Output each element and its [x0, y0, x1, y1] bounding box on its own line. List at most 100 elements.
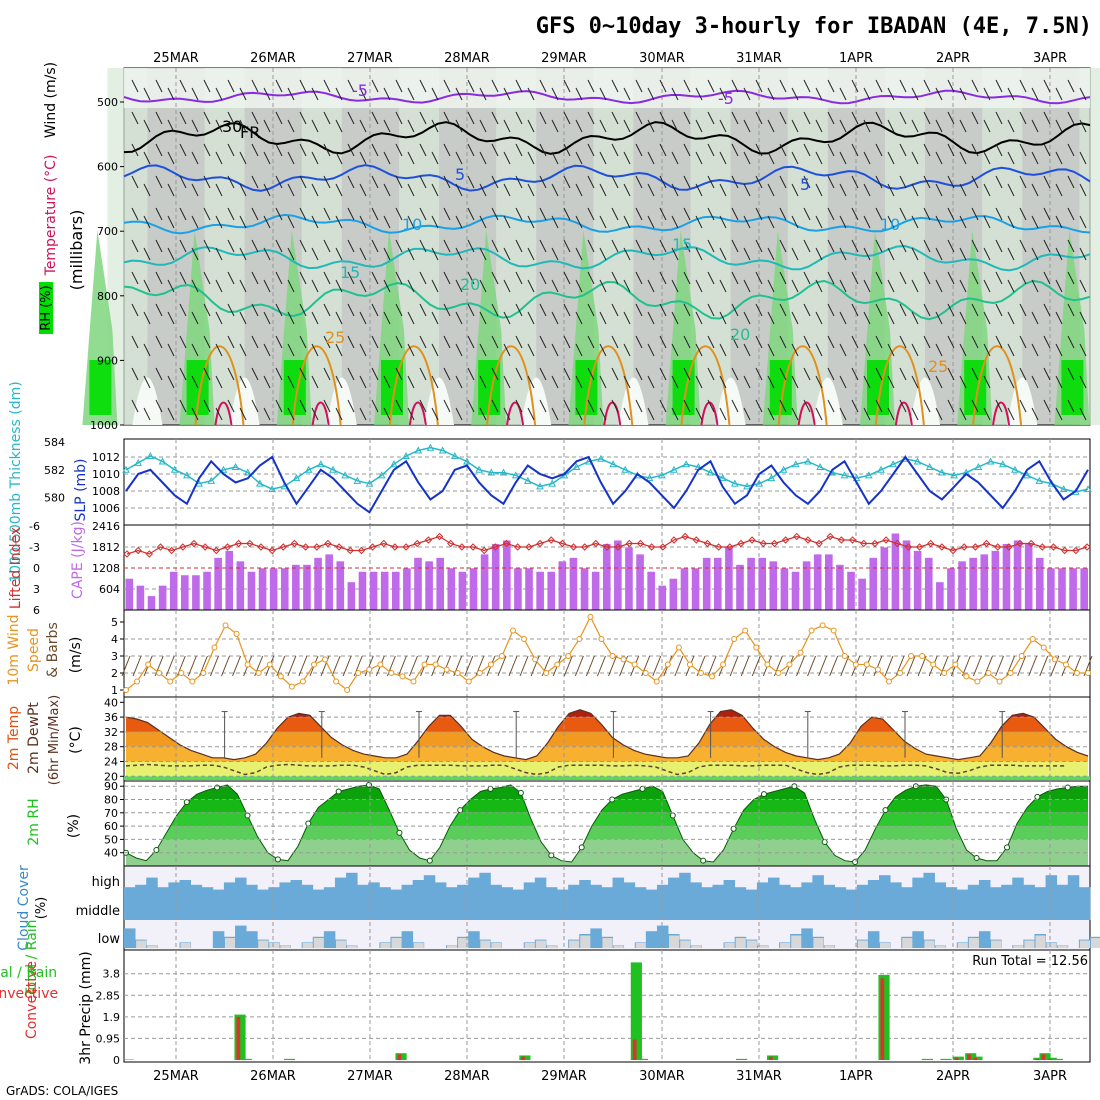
wind-barb [815, 311, 823, 325]
precip-total-bar [1051, 1058, 1063, 1060]
rh2m-point [760, 791, 767, 798]
wind-barb [275, 367, 283, 381]
li-point [636, 539, 645, 548]
wind-barb [311, 119, 319, 133]
wind-barb [887, 183, 895, 197]
wind-barb [491, 335, 499, 349]
wind-barb [887, 215, 895, 229]
wind-barb [131, 335, 139, 349]
thickness-tick-label: 584 [44, 436, 65, 449]
wind-barb [755, 335, 763, 349]
cloud-low-gray [546, 945, 558, 948]
wind-barb [731, 111, 739, 125]
rh2m-point [548, 852, 555, 859]
wind-speed-point [863, 661, 870, 668]
wind-barb [791, 407, 799, 421]
wind-speed-point [388, 670, 395, 676]
slp-axis-label: SLP (mb) [73, 458, 89, 521]
cape-bar [480, 554, 489, 610]
rh2m-point [153, 847, 160, 854]
wind-barb [623, 343, 631, 357]
isotherm-25-arch [291, 345, 342, 426]
cloud-bar-middle [257, 892, 269, 920]
li-point [201, 543, 209, 551]
wind-barb [335, 87, 343, 101]
cloud-bar-high [734, 887, 747, 892]
wind-barb [467, 399, 475, 413]
li-point [714, 543, 723, 551]
wind-barb-10m [751, 655, 761, 677]
wind-barb [311, 375, 319, 389]
li-point [402, 543, 410, 551]
cloud-bar-middle [523, 892, 536, 920]
wind-barb [599, 279, 607, 293]
wind-barb [191, 279, 199, 293]
cloud-bar-high [779, 884, 791, 892]
cloud-bar-high [135, 884, 147, 892]
wind-speed-point [487, 661, 494, 668]
cape-axis-label: CAPE (J/kg) [70, 521, 86, 599]
cloud-bar-middle [568, 892, 580, 920]
wind-barb [203, 239, 211, 253]
thickness-point [621, 465, 630, 473]
wind-barb [155, 271, 163, 285]
isotherm-30-arch [992, 401, 1011, 426]
wind-barb [935, 279, 943, 293]
wind-barb [539, 239, 547, 253]
wind-barb [671, 151, 679, 165]
date-label-bottom: 2APR [936, 1069, 970, 1084]
cape-bar [447, 568, 456, 610]
isotherm-25-arch [486, 345, 537, 426]
wind-barb [731, 399, 739, 413]
wind-barb [347, 175, 355, 189]
li-point [212, 546, 221, 555]
wind-barb [539, 303, 547, 317]
wind-barb [851, 303, 859, 317]
wind-barb [1067, 207, 1075, 221]
cloud-bar-low [124, 928, 136, 948]
rh2m-point [274, 856, 281, 863]
wind-speed-line [125, 615, 1088, 691]
wind-barb [179, 335, 187, 349]
li-tick-label: 3 [33, 583, 40, 596]
wind-speed-point [299, 678, 306, 685]
wind-barb [359, 183, 367, 197]
wind-speed-point [841, 653, 848, 659]
wind-barb [527, 87, 535, 101]
wind-barb [647, 183, 655, 197]
cloud-bar-high [179, 880, 192, 892]
tick-label: 3 [111, 650, 118, 663]
wind-barb [863, 375, 871, 389]
wind-barb [371, 111, 379, 125]
wind-barb [599, 87, 607, 101]
wind-barb [155, 335, 163, 349]
legend-rh-swatch [39, 282, 53, 334]
wind-barb [791, 375, 799, 389]
wind-barb [959, 215, 967, 229]
wind-barb [875, 239, 883, 253]
wind-barb [1079, 119, 1087, 133]
wind-barb [815, 375, 823, 389]
tick-label: 28 [104, 741, 118, 754]
cape-bar [369, 571, 378, 610]
wind-barb [887, 311, 895, 325]
cloud-low-gray [1091, 938, 1100, 948]
date-label-bottom: 26MAR [250, 1069, 296, 1084]
wind-barb [1067, 175, 1075, 189]
wind-barb [455, 247, 463, 261]
thickness-point [609, 460, 617, 468]
wind-barb [1019, 207, 1027, 221]
cape-bar [813, 554, 822, 610]
li-point [279, 543, 287, 551]
wind-barb [455, 151, 463, 165]
wind-barb [359, 119, 367, 133]
cape-bar [292, 564, 300, 610]
cape-bar [214, 557, 222, 610]
cloud-bar-high [545, 887, 558, 892]
cloud-low-gray [1046, 943, 1057, 948]
wind-barb [227, 79, 235, 93]
wind-barb [371, 399, 379, 413]
wind-barb [491, 239, 499, 253]
precip-total-label: Total / Rain [24, 919, 40, 997]
wind-barb [1079, 343, 1087, 357]
